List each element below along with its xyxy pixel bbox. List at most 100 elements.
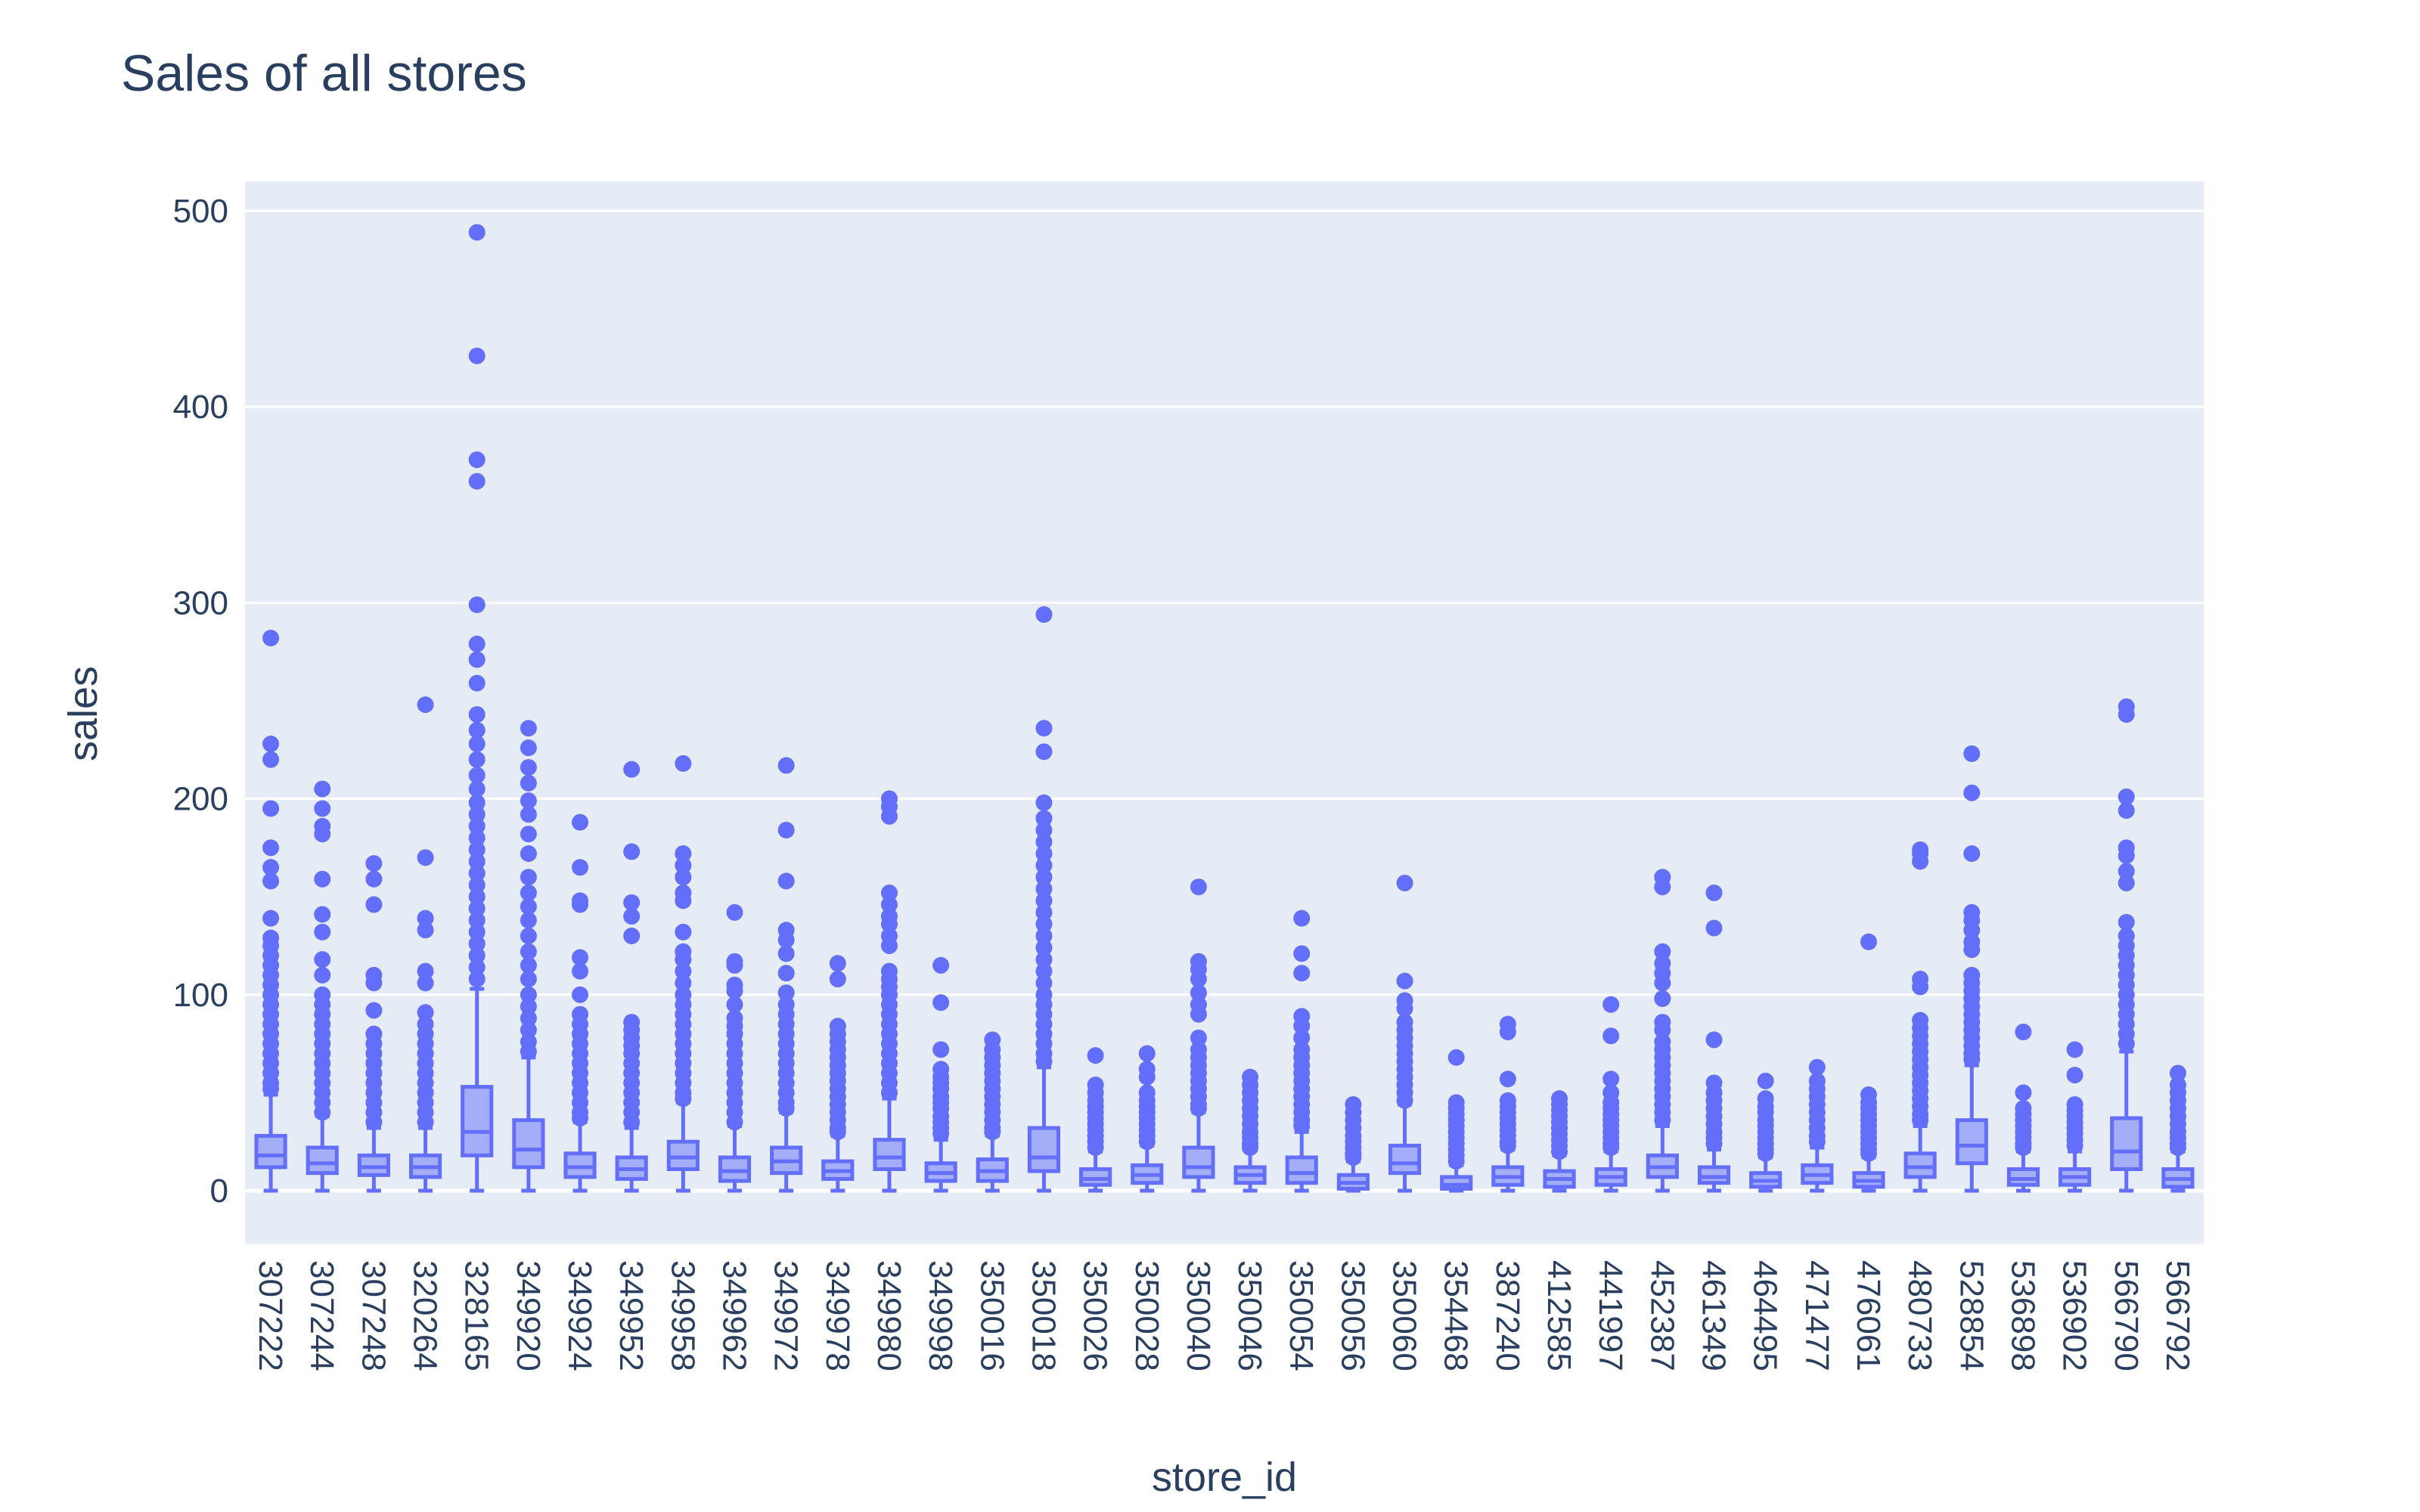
outlier-point [1602,996,1620,1013]
outlier-point [984,1123,1001,1141]
x-tick-label: 471477 [1798,1260,1835,1371]
outlier-point [1035,928,1053,945]
x-tick-label: 350046 [1231,1260,1268,1371]
x-tick-label: 307244 [303,1260,340,1371]
outlier-point [520,792,537,810]
box-528854 [1955,745,1988,1193]
iqr-box [357,1153,390,1177]
outlier-point [1293,965,1311,982]
outlier-point [623,843,641,860]
outlier-point [880,1084,898,1101]
outlier-point [262,909,280,927]
box-350018 [1027,606,1061,1193]
iqr-box [1440,1175,1473,1191]
x-tick-label: 476061 [1850,1260,1887,1371]
outlier-point [365,1002,383,1019]
box-349972 [770,757,803,1193]
x-tick-label: 350054 [1283,1260,1320,1371]
x-tick-label: 328165 [458,1260,495,1371]
box-307244 [306,780,339,1193]
outlier-point [726,996,743,1013]
outlier-point [1035,794,1053,811]
iqr-box [2006,1167,2040,1187]
outlier-point [1963,941,1981,959]
x-tick-label: 307248 [355,1260,392,1371]
box-566792 [2161,1064,2195,1193]
iqr-box [306,1145,339,1176]
outlier-point [1190,971,1207,988]
box-536902 [2059,1041,2092,1193]
y-tick-label: 200 [173,781,228,818]
x-tick-label: 350018 [1025,1260,1062,1371]
outlier-point [623,761,641,778]
outlier-point [1912,1111,1929,1129]
outlier-point [1447,1153,1465,1170]
x-tick-label: 350056 [1334,1260,1371,1371]
box-349924 [563,813,597,1193]
iqr-box [1182,1145,1215,1179]
outlier-point [1602,1139,1620,1156]
box-536898 [2006,1024,2040,1193]
outlier-point [1654,990,1671,1007]
outlier-point [572,859,589,876]
box-350046 [1233,1068,1267,1193]
outlier-point [675,869,692,886]
outlier-point [1190,1100,1207,1117]
outlier-point [1963,784,1981,801]
outlier-point [365,855,383,872]
box-349962 [718,903,752,1193]
box-349920 [512,720,545,1193]
outlier-point [932,994,950,1012]
outlier-point [520,971,537,988]
outlier-point [1190,1005,1207,1023]
x-tick-label: 464495 [1747,1260,1784,1371]
outlier-point [726,956,743,974]
x-tick-label: 349952 [613,1260,650,1371]
box-441997 [1594,996,1627,1193]
gridlines [245,209,2204,1193]
x-axis-ticks: 307222 307244 307248 320264 328165 349920 3499… [252,1260,2196,1371]
outlier-point [520,986,537,1003]
box-349978 [821,955,855,1193]
outlier-point [468,794,486,811]
outlier-point [468,841,486,858]
outlier-point [468,853,486,870]
outlier-point [1396,972,1413,990]
x-tick-label: 349978 [819,1260,856,1371]
outlier-point [1035,892,1053,909]
outlier-point [572,962,589,980]
outlier-point [1035,845,1053,863]
outlier-point [262,859,280,876]
iqr-box [563,1151,597,1179]
outlier-point [880,807,898,825]
outlier-point [262,735,280,752]
x-tick-label: 412585 [1540,1260,1578,1371]
outlier-point [468,635,486,652]
outlier-point [468,224,486,241]
outlier-point [520,928,537,945]
outlier-point [1963,1051,1981,1068]
x-tick-label: 461349 [1696,1260,1733,1371]
box-471477 [1801,1058,1834,1193]
outlier-point [520,1009,537,1027]
outlier-point [2118,913,2135,931]
outlier-point [468,876,486,894]
outlier-point [520,1021,537,1039]
outlier-point [314,951,331,968]
outlier-point [1654,1111,1671,1129]
outlier-point [675,951,692,968]
outlier-point [777,822,795,839]
box-349980 [873,790,906,1193]
outlier-point [365,896,383,913]
x-tick-label: 320264 [407,1260,444,1371]
x-tick-label: 536902 [2056,1260,2093,1371]
outlier-point [2118,875,2135,892]
outlier-point [520,884,537,901]
outlier-point [417,922,434,939]
outlier-point [880,884,898,901]
outlier-point [468,900,486,917]
outlier-point [777,872,795,890]
outlier-point [468,706,486,723]
outlier-point [572,813,589,831]
box-307248 [357,855,390,1193]
